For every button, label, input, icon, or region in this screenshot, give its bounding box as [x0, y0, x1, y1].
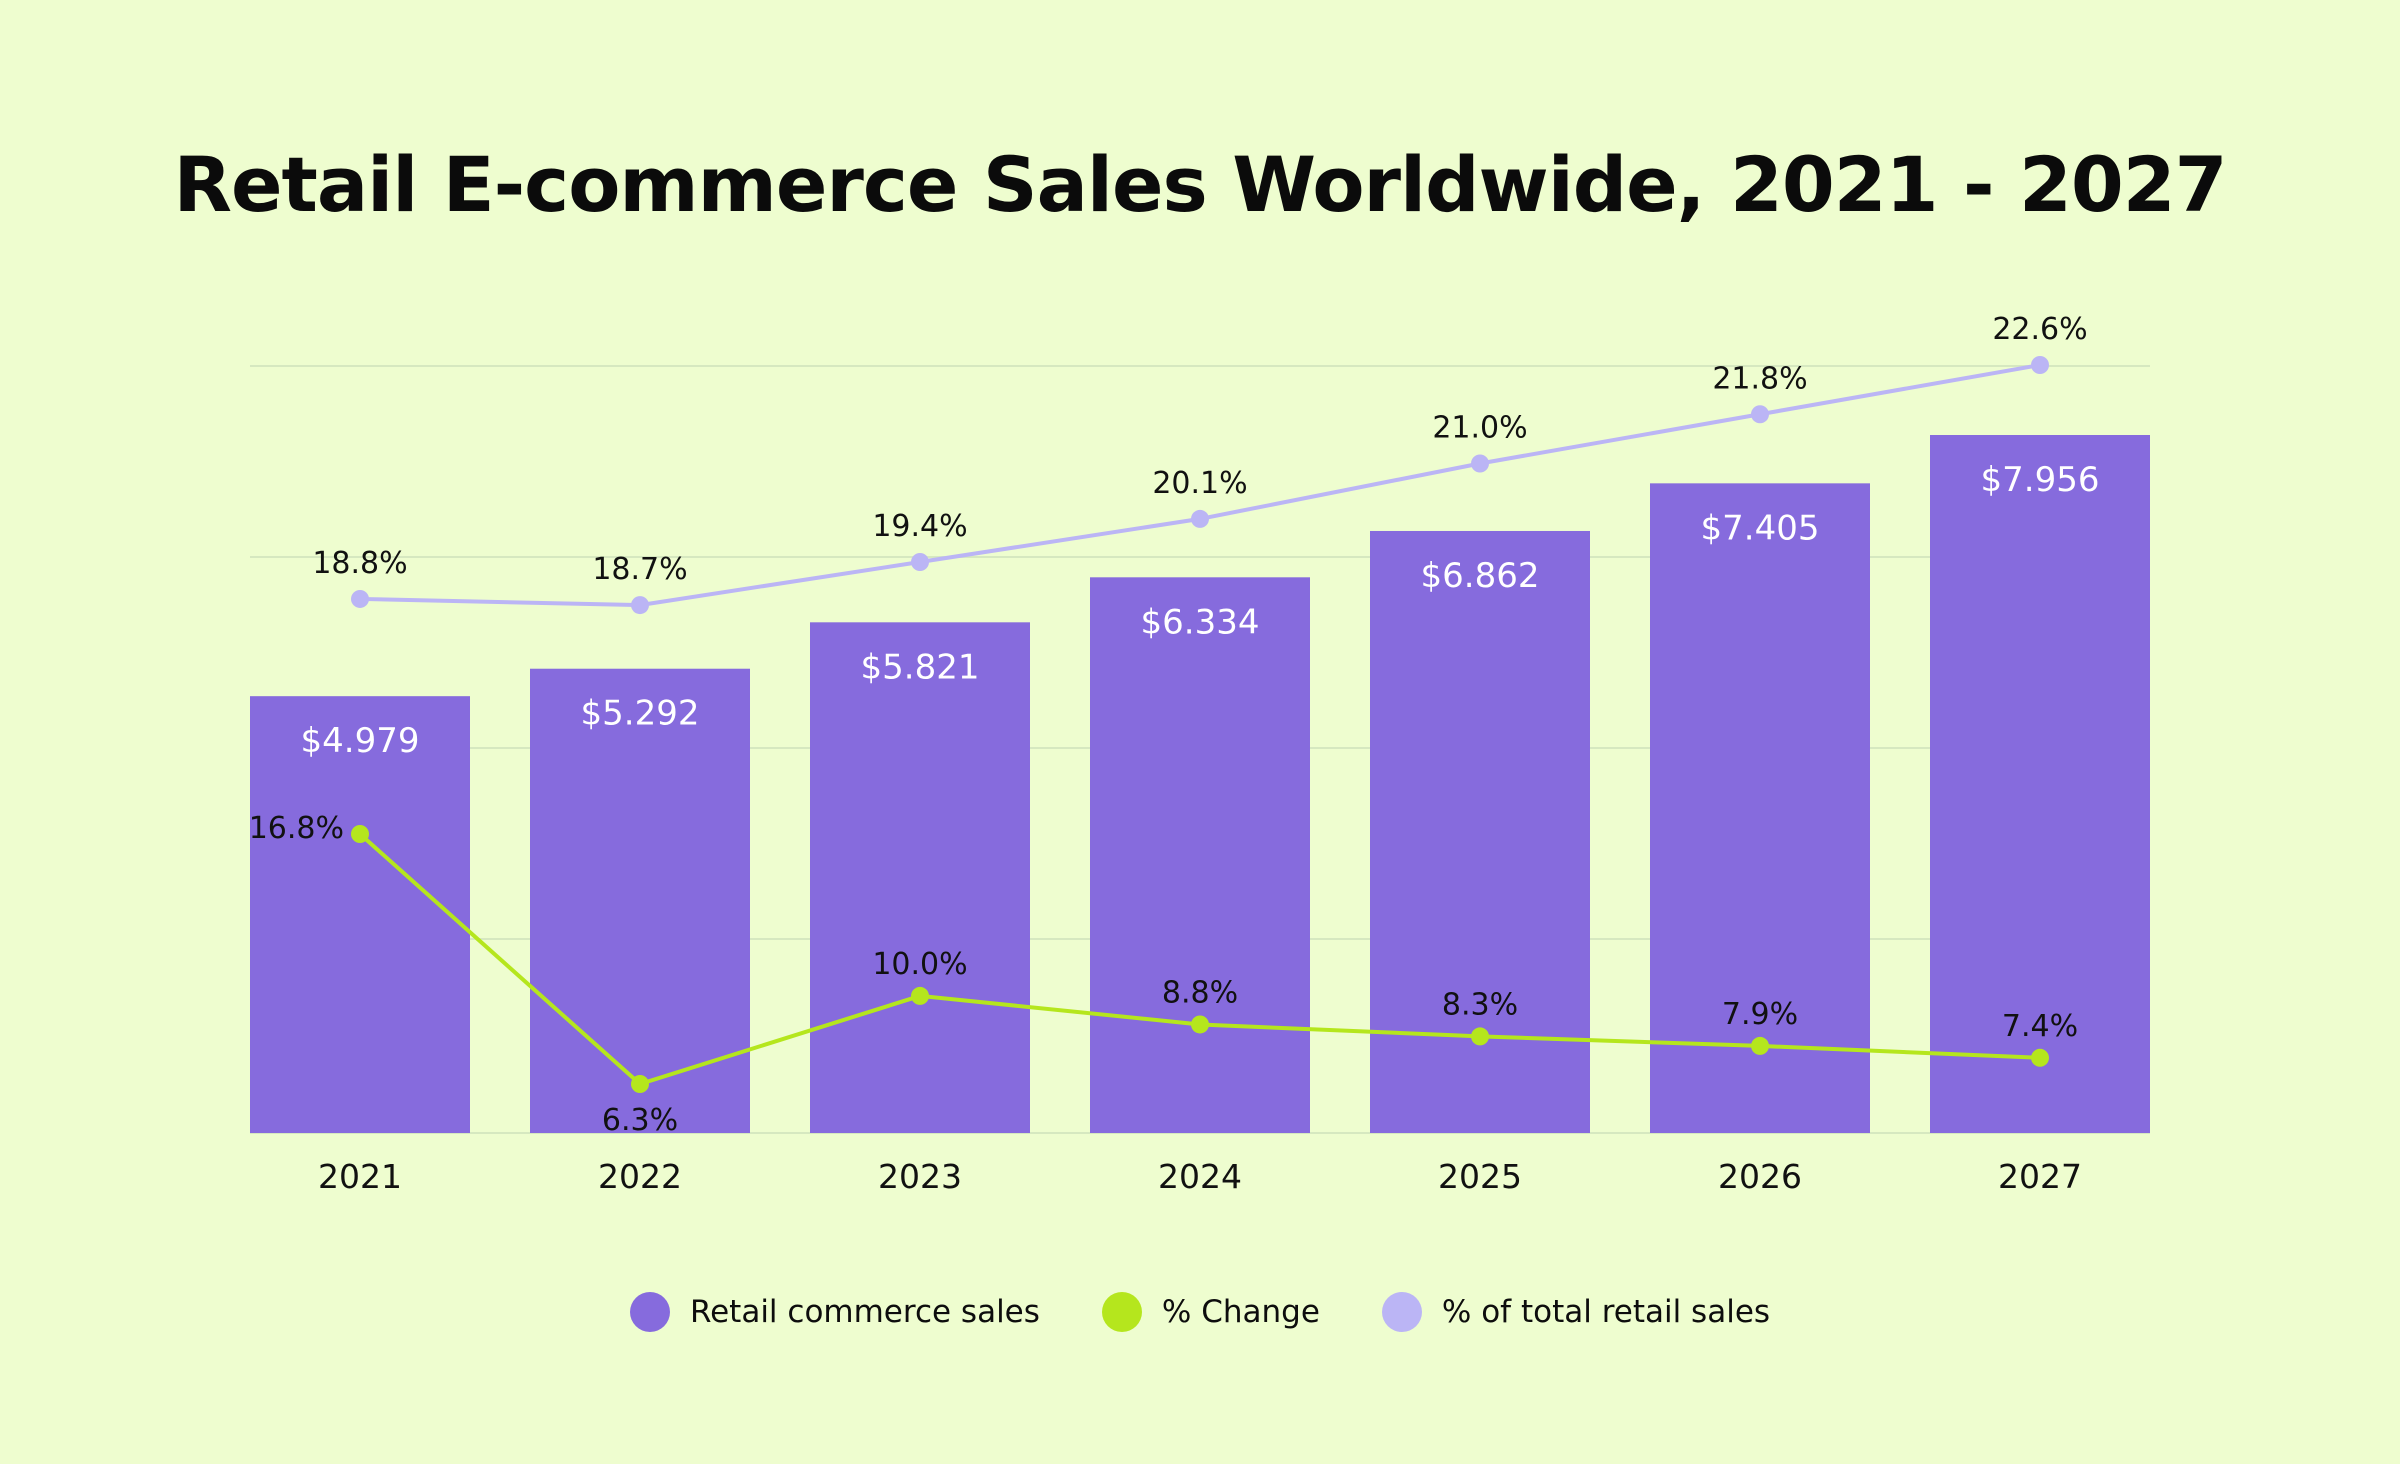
legend-swatch-share	[1381, 1292, 1422, 1332]
legend-swatch-change	[1101, 1292, 1142, 1332]
change-point-2024	[1191, 1015, 1209, 1034]
legend-label-sales: Retail commerce sales	[689, 1294, 1040, 1330]
change-point-2023	[911, 986, 929, 1005]
change-point-2026	[1751, 1036, 1769, 1055]
lines-group	[351, 356, 2049, 1093]
x-tick-2025: 2025	[1438, 1157, 1522, 1196]
change-label-2022: 6.3%	[602, 1103, 678, 1138]
legend-item-share: % of total retail sales	[1381, 1292, 1771, 1332]
legend: Retail commerce sales % Change % of tota…	[0, 1292, 2400, 1332]
bar-2024	[1090, 577, 1310, 1133]
x-axis-ticks: 2021 2022 2023 2024 2025 2026 2027	[318, 1157, 2082, 1196]
change-label-2027: 7.4%	[2002, 1009, 2078, 1044]
x-tick-2026: 2026	[1718, 1157, 1802, 1196]
change-point-2025	[1471, 1027, 1489, 1046]
bar-2026	[1650, 483, 1870, 1133]
change-point-2022	[631, 1075, 649, 1093]
chart-title: Retail E-commerce Sales Worldwide, 2021 …	[173, 140, 2227, 229]
point-labels-group: 18.8% 18.7% 19.4% 20.1% 21.0% 21.8% 22.6% 16.8%…	[249, 312, 2088, 1138]
share-label-2025: 21.0%	[1432, 411, 1527, 446]
bar-2027	[1930, 435, 2150, 1133]
x-tick-2024: 2024	[1158, 1157, 1242, 1196]
bar-label-2022: $5.292	[581, 694, 700, 734]
change-point-2021	[351, 825, 369, 843]
share-label-2022: 18.7%	[592, 552, 687, 587]
x-tick-2021: 2021	[318, 1157, 402, 1196]
bar-label-2024: $6.334	[1141, 602, 1260, 642]
bar-2022	[530, 668, 750, 1133]
share-point-2026	[1751, 405, 1769, 424]
change-label-2023: 10.0%	[872, 947, 967, 982]
share-label-2024: 20.1%	[1152, 466, 1247, 501]
x-tick-2027: 2027	[1998, 1157, 2082, 1196]
legend-label-change: % Change	[1161, 1294, 1320, 1330]
share-point-2027	[2031, 356, 2049, 374]
share-label-2023: 19.4%	[872, 509, 967, 544]
share-point-2024	[1191, 509, 1209, 528]
share-point-2021	[351, 589, 369, 608]
change-label-2024: 8.8%	[1162, 975, 1238, 1010]
bar-label-2027: $7.956	[1981, 460, 2100, 500]
legend-item-change: % Change	[1101, 1292, 1320, 1332]
bar-2023	[810, 622, 1030, 1133]
share-point-2023	[911, 553, 929, 571]
change-label-2025: 8.3%	[1442, 987, 1518, 1022]
bar-labels-group: $4.979 $5.292 $5.821 $6.334 $6.862 $7.405 $7.9…	[301, 460, 2100, 761]
share-point-2025	[1471, 454, 1489, 473]
change-label-2026: 7.9%	[1722, 997, 1798, 1032]
share-point-2022	[631, 596, 649, 615]
bar-label-2021: $4.979	[301, 721, 420, 761]
bar-label-2026: $7.405	[1701, 508, 1820, 548]
bar-2021	[250, 696, 470, 1133]
bar-label-2025: $6.862	[1421, 556, 1540, 596]
legend-label-share: % of total retail sales	[1441, 1294, 1771, 1330]
share-label-2021: 18.8%	[312, 546, 407, 581]
legend-item-sales: Retail commerce sales	[629, 1292, 1040, 1332]
x-tick-2022: 2022	[598, 1157, 682, 1196]
share-label-2026: 21.8%	[1712, 361, 1807, 396]
change-label-2021: 16.8%	[249, 811, 344, 846]
share-label-2027: 22.6%	[1992, 312, 2087, 347]
change-point-2027	[2031, 1048, 2049, 1067]
x-tick-2023: 2023	[878, 1157, 962, 1196]
bar-label-2023: $5.821	[861, 647, 980, 687]
legend-swatch-sales	[629, 1292, 670, 1332]
